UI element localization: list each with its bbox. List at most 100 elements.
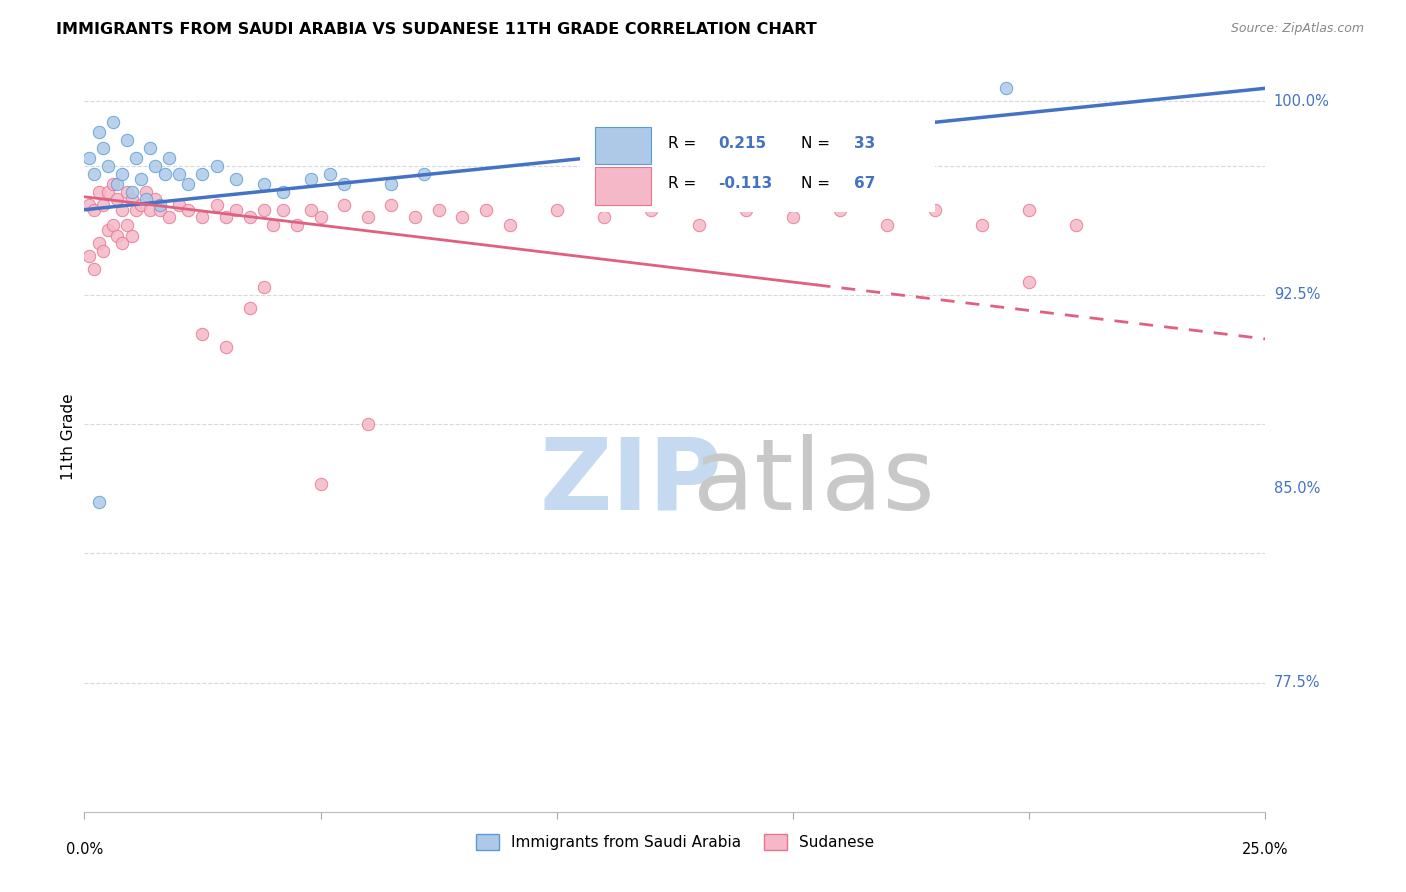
Point (87, 494, 110, 508)
Point (498, 218, 520, 232)
Text: N =: N = (801, 177, 835, 191)
Point (111, 236, 134, 251)
Point (83, 167, 105, 181)
Point (782, 211, 804, 225)
Point (97, 185, 120, 199)
Point (115, 185, 138, 199)
Point (139, 202, 162, 217)
Point (87, 125, 110, 139)
Point (253, 280, 276, 294)
Point (239, 211, 262, 225)
Point (191, 167, 214, 181)
Point (177, 202, 200, 217)
Point (107, 193, 129, 207)
Text: N =: N = (801, 136, 835, 151)
Point (77, 197, 100, 211)
Point (271, 185, 294, 199)
Point (285, 218, 308, 232)
Text: IMMIGRANTS FROM SAUDI ARABIA VS SUDANESE 11TH GRADE CORRELATION CHART: IMMIGRANTS FROM SAUDI ARABIA VS SUDANESE… (56, 22, 817, 37)
Point (253, 177, 276, 191)
Point (191, 326, 214, 341)
Point (101, 115, 124, 129)
Point (876, 218, 898, 232)
Text: -0.113: -0.113 (718, 177, 773, 191)
Point (129, 197, 152, 211)
Point (97, 159, 120, 173)
Point (451, 211, 474, 225)
Point (734, 202, 756, 217)
Text: R =: R = (668, 177, 702, 191)
Point (253, 202, 276, 217)
Point (87, 236, 110, 251)
Point (135, 185, 157, 199)
Point (413, 167, 436, 181)
Point (83, 262, 105, 277)
Point (475, 202, 498, 217)
Point (125, 202, 148, 217)
Point (77, 249, 100, 263)
Point (157, 211, 180, 225)
Text: ZIP: ZIP (538, 434, 721, 531)
Text: atlas: atlas (693, 434, 934, 531)
Point (107, 228, 129, 243)
Text: 0.0%: 0.0% (66, 842, 103, 857)
Point (121, 193, 143, 207)
Text: R =: R = (668, 136, 702, 151)
Point (157, 151, 180, 165)
Point (91, 244, 114, 258)
Point (688, 218, 710, 232)
Text: 85.0%: 85.0% (1274, 482, 1320, 496)
Point (115, 218, 138, 232)
Point (149, 202, 172, 217)
Point (215, 211, 238, 225)
Point (299, 171, 322, 186)
Text: 77.5%: 77.5% (1274, 675, 1320, 690)
Point (357, 211, 380, 225)
Y-axis label: 11th Grade: 11th Grade (60, 393, 76, 481)
FancyBboxPatch shape (595, 168, 651, 205)
Point (91, 197, 114, 211)
Point (924, 202, 946, 217)
Point (427, 202, 450, 217)
Point (271, 202, 294, 217)
Point (319, 167, 342, 181)
Point (546, 202, 568, 217)
Legend: Immigrants from Saudi Arabia, Sudanese: Immigrants from Saudi Arabia, Sudanese (470, 829, 880, 856)
Point (970, 218, 993, 232)
Text: 33: 33 (855, 136, 876, 151)
Point (115, 133, 138, 147)
Point (83, 202, 105, 217)
Point (191, 211, 214, 225)
Point (143, 159, 166, 173)
Point (91, 141, 114, 155)
Point (149, 197, 172, 211)
Point (215, 340, 238, 354)
Point (1018, 202, 1040, 217)
Point (309, 211, 332, 225)
Point (77, 151, 100, 165)
Point (167, 197, 190, 211)
Point (309, 476, 332, 491)
FancyBboxPatch shape (595, 127, 651, 164)
Point (1018, 275, 1040, 289)
Text: 25.0%: 25.0% (1241, 842, 1289, 857)
Point (121, 228, 143, 243)
Text: 92.5%: 92.5% (1274, 287, 1320, 302)
Point (167, 167, 190, 181)
Point (111, 167, 134, 181)
Point (143, 193, 166, 207)
Point (333, 197, 356, 211)
Point (121, 185, 143, 199)
Point (107, 177, 129, 191)
Point (97, 223, 120, 237)
FancyBboxPatch shape (581, 115, 935, 212)
Point (239, 301, 262, 315)
Point (177, 177, 200, 191)
Point (593, 211, 616, 225)
Point (153, 167, 176, 181)
Point (333, 177, 356, 191)
Point (225, 171, 247, 186)
Point (994, 81, 1017, 95)
Text: 67: 67 (855, 177, 876, 191)
Point (111, 202, 134, 217)
